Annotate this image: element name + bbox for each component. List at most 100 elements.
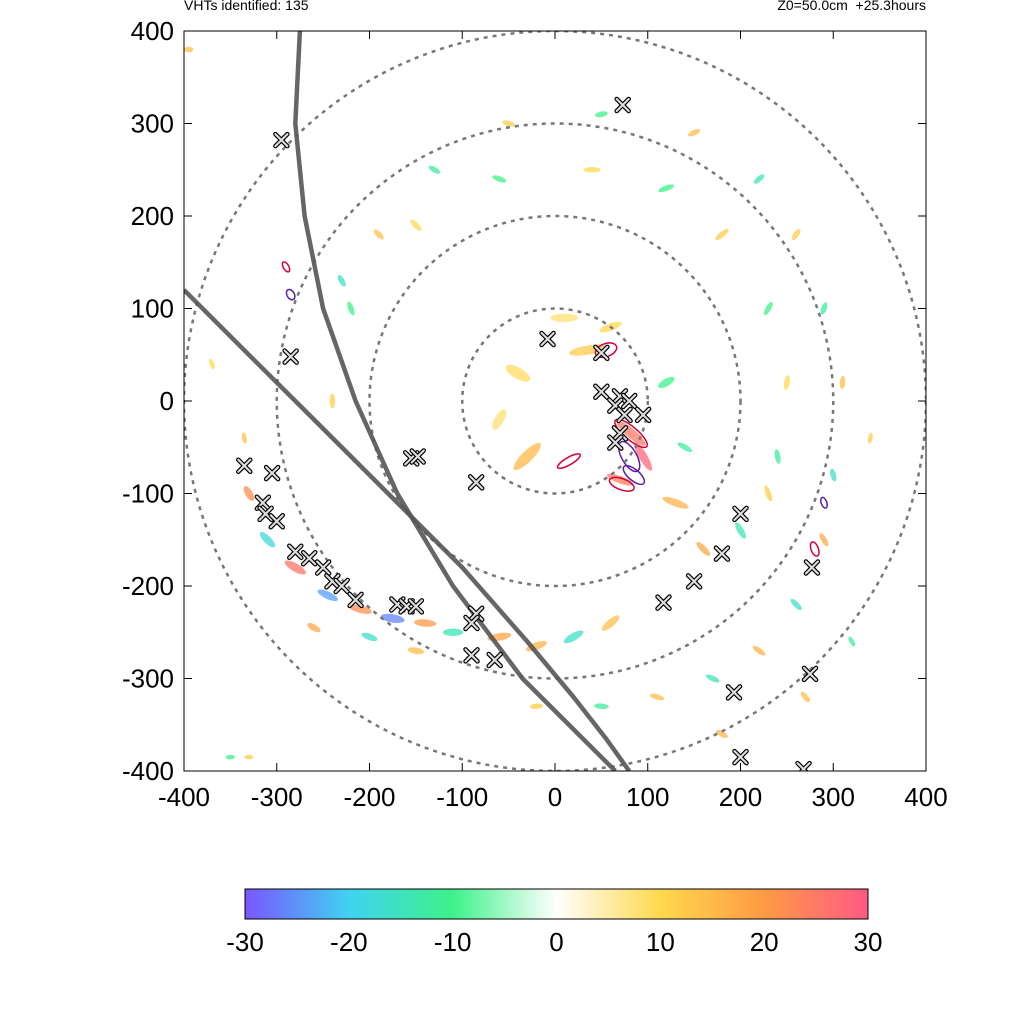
- vorticity-blob: [259, 532, 276, 548]
- vorticity-blob: [791, 228, 801, 241]
- vorticity-blob: [502, 120, 515, 127]
- vorticity-blob: [634, 442, 652, 471]
- range-ring: [461, 307, 649, 495]
- vht-marker: [620, 392, 638, 410]
- vht-marker: [287, 543, 304, 561]
- vorticity-blob: [492, 409, 507, 430]
- colorbar-tick-label: 30: [854, 927, 883, 957]
- vorticity-blob: [819, 533, 829, 547]
- vorticity-blob: [583, 166, 601, 173]
- vorticity-blob: [658, 376, 675, 389]
- vht-marker-fill: [804, 560, 820, 575]
- vorticity-blob: [848, 636, 856, 647]
- vht-marker: [655, 594, 672, 611]
- range-ring: [275, 122, 835, 680]
- vorticity-blob: [243, 486, 255, 501]
- x-tick-label: -100: [436, 782, 488, 812]
- vorticity-blob: [329, 393, 336, 409]
- vht-marker-fill: [302, 551, 317, 566]
- storm-tracks: [184, 31, 632, 771]
- vorticity-blob: [696, 542, 711, 556]
- vht-marker: [713, 545, 731, 562]
- vht-marker-fill: [726, 685, 742, 700]
- vorticity-blob: [428, 165, 441, 174]
- vht-marker: [732, 748, 749, 766]
- vht-marker-fill: [469, 606, 484, 621]
- colorbar: -30 -20 -10 0 10 20 30: [226, 888, 883, 957]
- vorticity-blob: [563, 630, 584, 644]
- vht-marker: [324, 573, 341, 590]
- vht-marker-fill: [348, 592, 363, 607]
- vorticity-blob: [606, 473, 634, 486]
- vorticity-blob: [184, 46, 194, 53]
- vht-marker: [539, 330, 556, 348]
- vorticity-blob: [715, 228, 729, 241]
- vorticity-blob: [867, 432, 873, 444]
- vorticity-blob: [763, 301, 773, 316]
- vht-marker: [257, 505, 274, 523]
- x-tick-label: 100: [626, 782, 669, 812]
- vht-marker-fill: [325, 574, 340, 589]
- vht-marker: [333, 577, 350, 595]
- vht-marker-fill: [540, 331, 555, 347]
- vht-marker: [607, 434, 624, 451]
- vorticity-blob: [677, 442, 693, 453]
- vorticity-blob: [662, 496, 689, 509]
- vorticity-blob: [410, 219, 422, 231]
- vht-marker: [803, 559, 821, 576]
- vht-marker: [611, 425, 629, 442]
- vorticity-blob: [550, 313, 579, 322]
- colorbar-tick-label: 20: [750, 927, 779, 957]
- vorticity-blob: [317, 589, 338, 602]
- vht-marker-fill: [258, 506, 273, 521]
- vorticity-blob: [348, 604, 372, 614]
- vorticity-field: [184, 46, 873, 760]
- vht-marker-fill: [464, 615, 479, 631]
- vorticity-blob: [505, 364, 531, 382]
- vht-contour: [819, 496, 828, 509]
- vorticity-blob: [373, 229, 384, 240]
- vht-marker-fill: [636, 407, 651, 422]
- vht-marker-fill: [612, 426, 628, 441]
- vht-marker-fill: [733, 750, 748, 765]
- vorticity-blob: [716, 729, 728, 739]
- vht-marker: [614, 96, 631, 114]
- vht-marker-fill: [617, 407, 632, 422]
- vht-marker-fill: [283, 349, 298, 364]
- vorticity-blob: [820, 302, 828, 315]
- vht-marker: [725, 684, 743, 701]
- vht-marker-fill: [237, 458, 252, 473]
- colorbar-tick-label: -10: [434, 927, 472, 957]
- vht-marker-fill: [265, 466, 280, 481]
- vht-marker: [409, 448, 426, 465]
- vht-marker: [732, 505, 749, 523]
- vht-count-label: VHTs identified: 135: [184, 0, 309, 13]
- vht-marker-fill: [288, 544, 303, 559]
- vorticity-blob: [442, 628, 464, 636]
- vorticity-blob: [774, 449, 781, 464]
- vht-marker: [282, 348, 299, 365]
- vht-marker: [268, 513, 285, 530]
- vht-contour: [281, 261, 291, 273]
- vorticity-blob: [601, 615, 620, 631]
- vorticity-blob: [593, 703, 609, 710]
- vht-marker: [347, 591, 364, 609]
- vorticity-blob: [790, 598, 802, 611]
- vorticity-blob: [753, 174, 765, 184]
- vorticity-blob: [244, 754, 254, 760]
- vorticity-blob: [658, 184, 675, 193]
- vht-marker: [634, 406, 652, 424]
- vorticity-blob: [361, 632, 378, 642]
- vht-contour: [556, 453, 582, 470]
- vht-marker: [685, 573, 703, 590]
- vht-contour: [809, 541, 820, 557]
- vht-contour: [285, 288, 296, 301]
- vorticity-blob: [688, 129, 701, 137]
- time-level-label: Z0=50.0cm +25.3hours: [777, 0, 926, 13]
- vht-marker: [407, 598, 425, 615]
- y-tick-label: 0: [160, 386, 174, 416]
- vht-marker-fill: [334, 578, 349, 594]
- vht-contour: [622, 464, 646, 486]
- vht-markers: [236, 96, 821, 771]
